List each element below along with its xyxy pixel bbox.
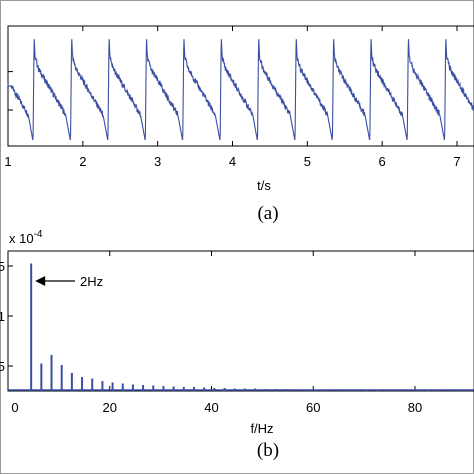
panel-b-y-exponent-power: -4	[34, 229, 43, 240]
panel-b-y-tick-label: 5	[0, 359, 5, 374]
panel-a-caption: (a)	[257, 203, 278, 224]
panel-a-series-line	[7, 39, 474, 141]
panel-b-x-tick-label: 20	[103, 400, 117, 415]
annotation-arrow-head	[35, 276, 46, 286]
panel-b-caption: (b)	[257, 440, 279, 461]
panel-b-x-tick-label: 80	[408, 400, 422, 415]
panel-a: 1 2 3 4 5 6 7 t/s (a)	[4, 25, 474, 224]
annotation-label: 2Hz	[80, 274, 103, 289]
panel-b-y-ticks: 5 1 5	[0, 259, 13, 374]
panel-b-x-tick-label: 40	[204, 400, 218, 415]
panel-b-y-tick-label: 5	[0, 259, 5, 274]
panel-a-x-tick-label: 2	[79, 154, 86, 169]
panel-b-y-tick-label: 1	[0, 309, 5, 324]
panel-a-x-tick-label: 4	[229, 154, 236, 169]
panel-b-x-label: f/Hz	[250, 421, 273, 436]
panel-b-x-tick-label: 0	[11, 400, 18, 415]
panel-a-x-tick-label: 6	[379, 154, 386, 169]
panel-b-axes-box	[7, 250, 474, 392]
panel-b-y-exponent: x 10-4	[9, 229, 43, 246]
panel-a-x-label: t/s	[257, 178, 271, 193]
panel-b-annotation: 2Hz	[35, 274, 103, 289]
panel-a-x-ticks: 1 2 3 4 5 6 7	[4, 26, 461, 169]
panel-a-x-tick-label: 3	[154, 154, 161, 169]
panel-b-y-exponent-base: x 10	[9, 231, 34, 246]
panel-b-spectrum-lines	[8, 263, 474, 391]
panel-b: 0 20 40 60 80 5 1 5 x 10-4 2Hz f/Hz (b)	[0, 229, 474, 461]
panel-a-axes-box	[7, 25, 474, 147]
panel-a-x-tick-label: 1	[4, 154, 11, 169]
panel-b-x-tick-label: 60	[306, 400, 320, 415]
panel-a-x-tick-label: 5	[304, 154, 311, 169]
panel-a-x-tick-label: 7	[453, 154, 460, 169]
panel-a-y-ticks	[8, 71, 13, 111]
